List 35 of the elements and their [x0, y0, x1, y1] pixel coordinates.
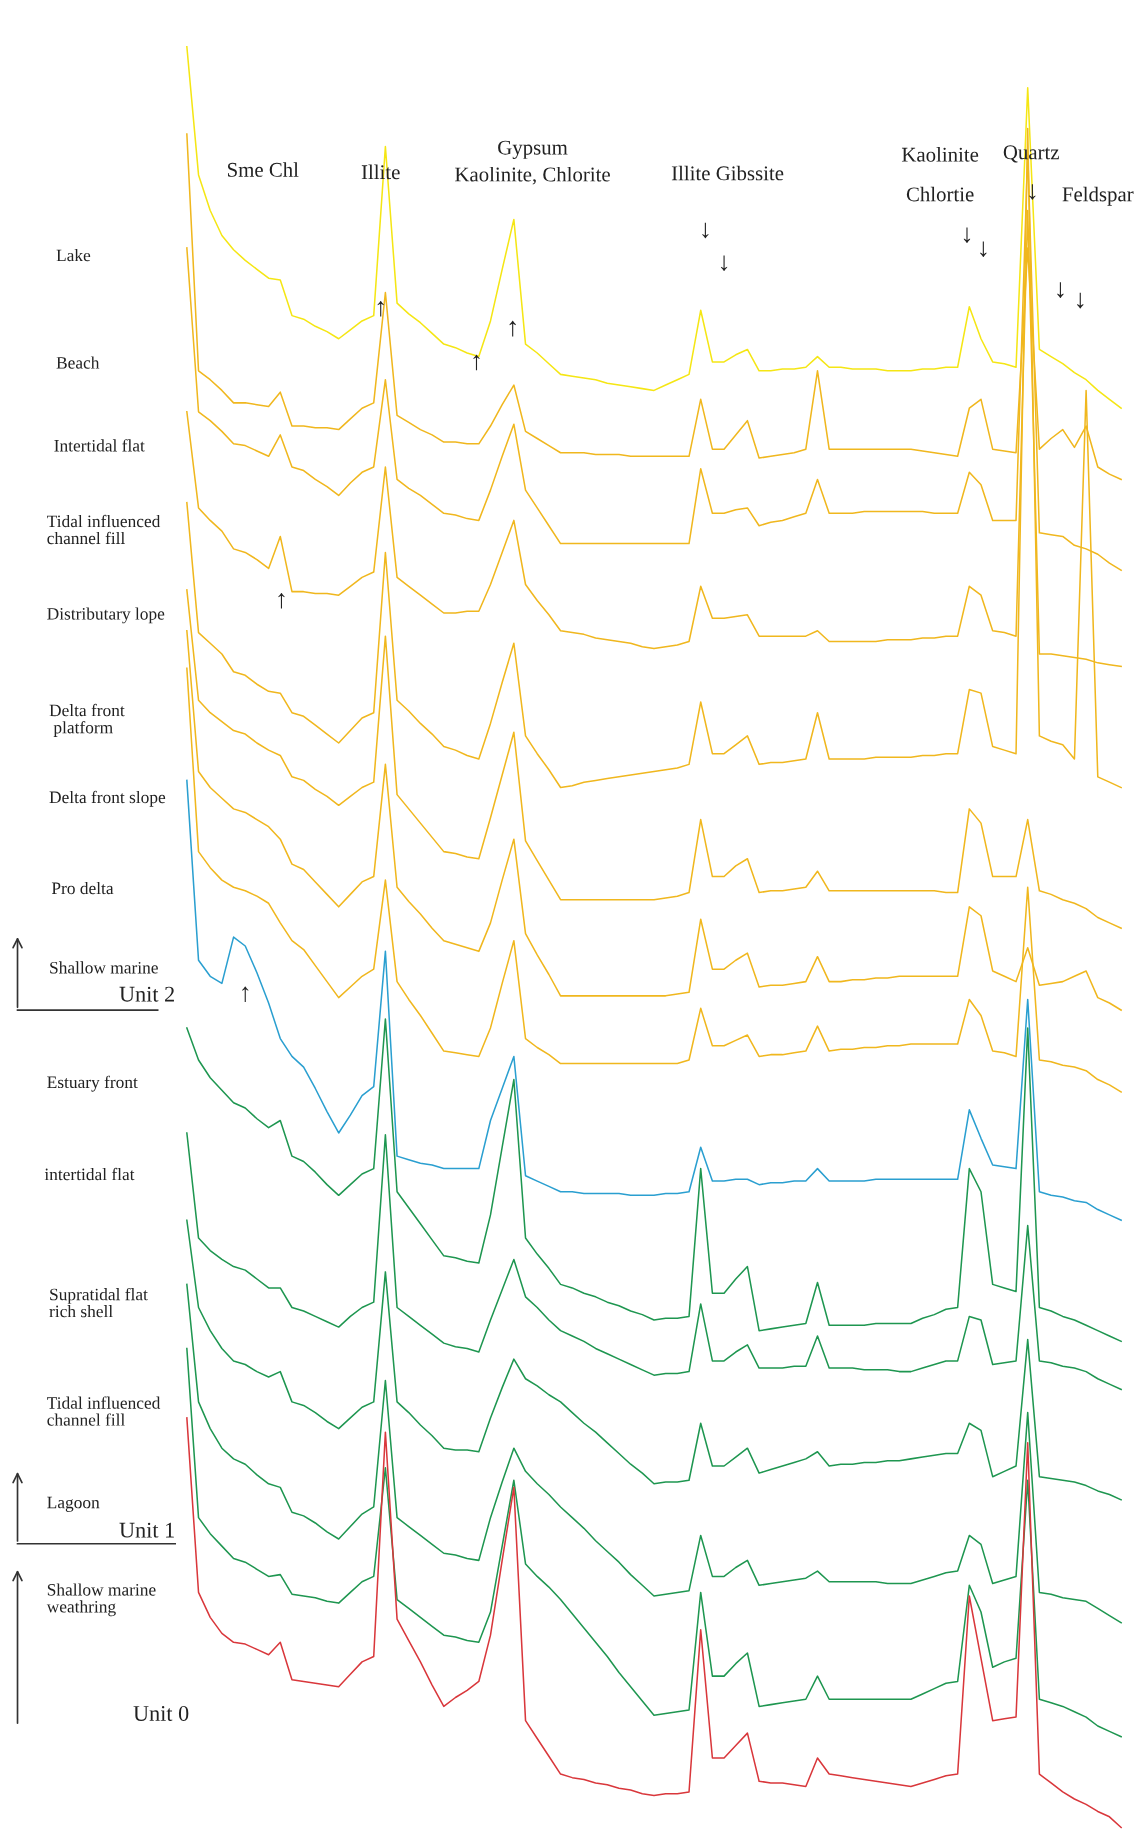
- annotation: ↓: [980, 241, 987, 258]
- annotation: Gypsum: [498, 140, 568, 159]
- text: Pro delta: [51, 881, 114, 895]
- text: Estuary front: [47, 1075, 138, 1092]
- annotation: ↑: [278, 592, 285, 609]
- text: Beach: [56, 356, 100, 369]
- text: Intertidal flat: [54, 439, 145, 452]
- text: Tidal influenced channel fill: [47, 1396, 161, 1426]
- text: Delta front slope: [49, 790, 166, 807]
- text: Tidal influenced channel fill: [47, 514, 161, 545]
- annotation: ↓: [1077, 292, 1084, 309]
- annotation: Sme Chl: [227, 162, 299, 177]
- text: intertidal flat: [44, 1167, 135, 1181]
- text: Supratidal flat rich shell: [49, 1287, 148, 1318]
- annotation: Unit 0: [133, 1705, 189, 1721]
- annotation: ↓: [963, 227, 971, 244]
- annotation: Illite Gibssite: [671, 165, 784, 181]
- text: Shallow marine weathring: [46, 1583, 156, 1617]
- text: Lake: [56, 249, 91, 262]
- annotation: Kaolinite: [901, 147, 979, 162]
- annotation: ↓: [1057, 282, 1064, 298]
- annotation: ↓: [702, 222, 709, 239]
- annotation: ↑: [509, 320, 516, 337]
- annotation: Feldspar: [1062, 186, 1134, 206]
- annotation: ↑: [473, 354, 480, 371]
- text: Distributary lope: [47, 607, 165, 624]
- annotation: ↑: [242, 986, 249, 1003]
- annotation: Kaolinite, Chlorite: [455, 166, 610, 185]
- text: Unit 1: [119, 1522, 174, 1538]
- text: Unit 2: [119, 986, 174, 1002]
- annotation: Chlortie: [906, 186, 974, 202]
- annotation: ↓: [720, 255, 728, 272]
- text: Lagoon: [47, 1496, 100, 1512]
- text: Delta front platform: [49, 703, 125, 737]
- text: Shallow marine: [50, 961, 158, 974]
